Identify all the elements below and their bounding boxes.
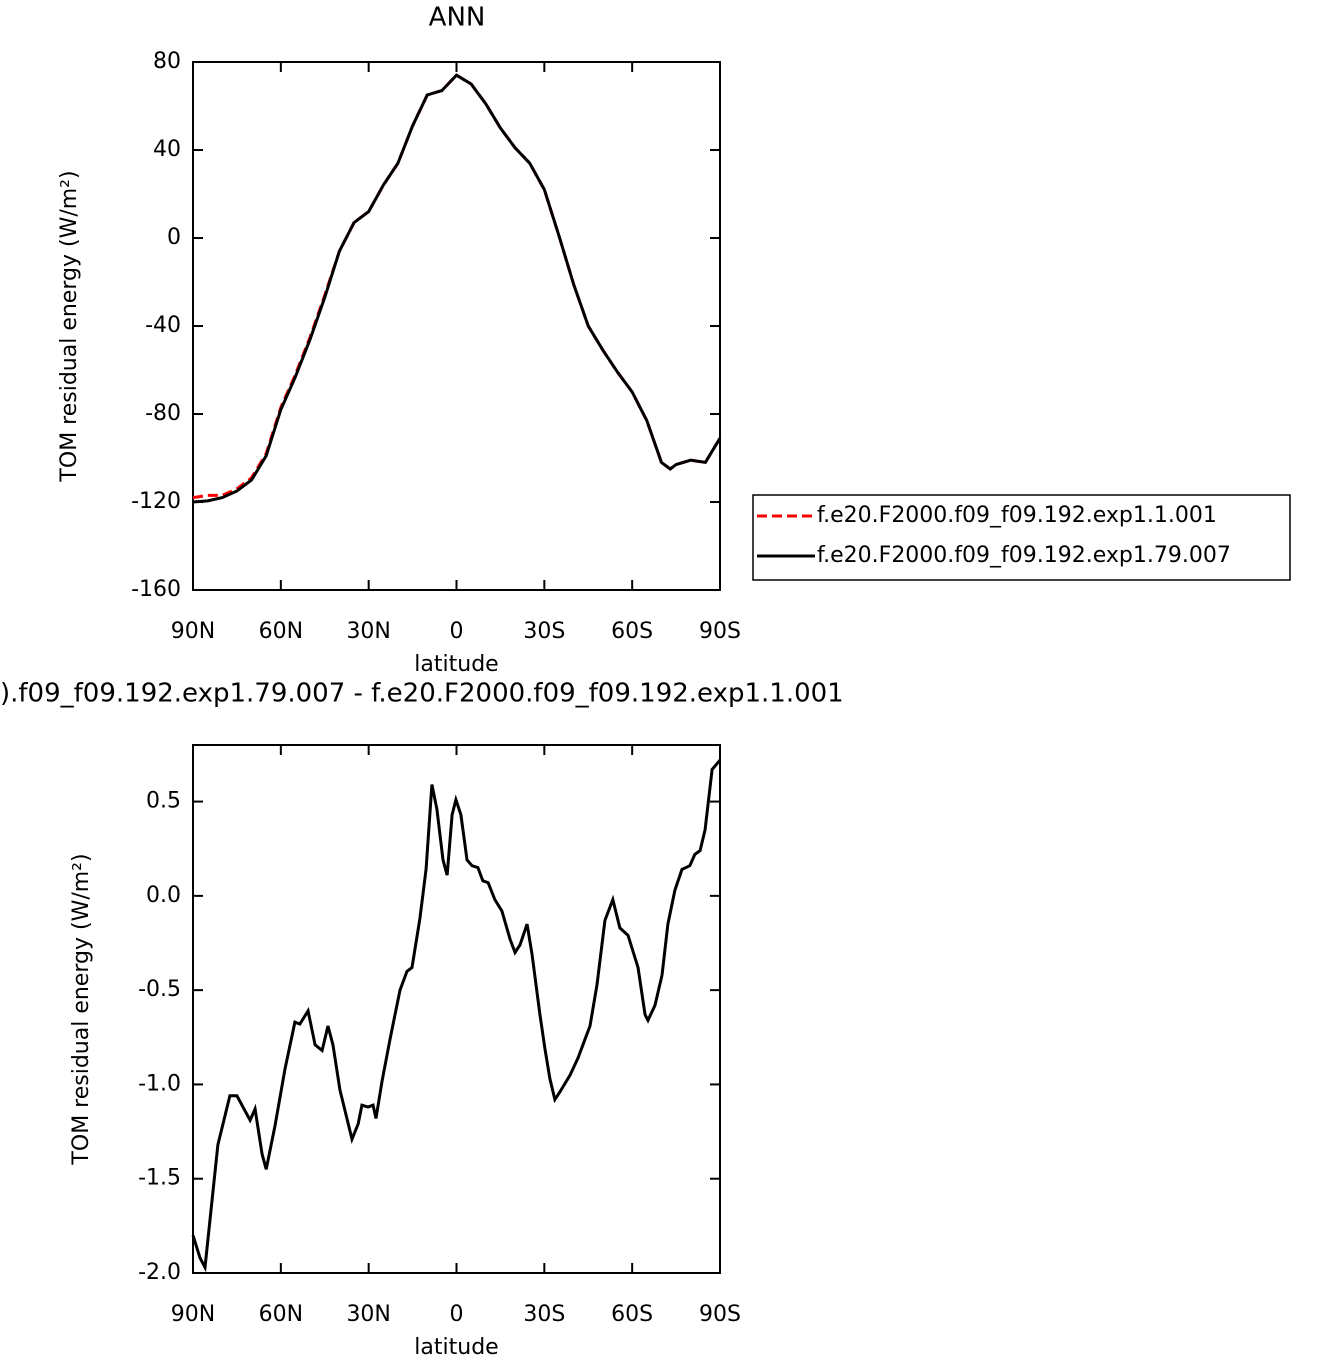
y-tick-label: 0 (167, 225, 181, 250)
series-line (191, 759, 722, 1273)
y-tick-label: 80 (153, 49, 181, 74)
series-line (192, 73, 722, 504)
legend-label: f.e20.F2000.f09_f09.192.exp1.1.001 (817, 503, 1217, 528)
x-tick-label: 90N (171, 1302, 215, 1327)
plot-frame (192, 744, 721, 1274)
y-tick-label: 0.0 (146, 883, 181, 908)
y-tick-label: -80 (145, 401, 181, 426)
x-tick-label: 30S (523, 1302, 565, 1327)
x-tick-label: 60N (259, 619, 303, 644)
x-tick-label: 0 (450, 1302, 464, 1327)
x-axis-label: latitude (414, 652, 498, 677)
y-tick-label: -2.0 (138, 1260, 181, 1285)
chart-title: ANN (429, 3, 486, 33)
x-tick-label: 60S (611, 619, 653, 644)
y-axis-label: TOM residual energy (W/m²) (69, 853, 94, 1165)
y-tick-label: -120 (131, 489, 181, 514)
y-tick-label: -40 (145, 313, 181, 338)
x-tick-label: 60S (611, 1302, 653, 1327)
legend-box (752, 494, 1291, 581)
x-tick-label: 30S (523, 619, 565, 644)
y-tick-label: 0.5 (146, 789, 181, 814)
y-tick-label: -1.5 (138, 1166, 181, 1191)
chart-title: ).f09_f09.192.exp1.79.007 - f.e20.F2000.… (0, 679, 844, 709)
y-axis-label: TOM residual energy (W/m²) (57, 170, 82, 482)
x-tick-label: 90S (699, 1302, 741, 1327)
y-tick-label: -0.5 (138, 977, 181, 1002)
y-tick-label: 40 (153, 137, 181, 162)
x-tick-label: 60N (259, 1302, 303, 1327)
x-tick-label: 30N (346, 1302, 390, 1327)
x-tick-label: 30N (346, 619, 390, 644)
x-tick-label: 0 (450, 619, 464, 644)
x-tick-label: 90N (171, 619, 215, 644)
y-tick-label: -160 (131, 577, 181, 602)
x-axis-label: latitude (414, 1335, 498, 1360)
x-tick-label: 90S (699, 619, 741, 644)
plot-frame (192, 61, 721, 591)
y-tick-label: -1.0 (138, 1071, 181, 1096)
legend-label: f.e20.F2000.f09_f09.192.exp1.79.007 (817, 543, 1231, 568)
